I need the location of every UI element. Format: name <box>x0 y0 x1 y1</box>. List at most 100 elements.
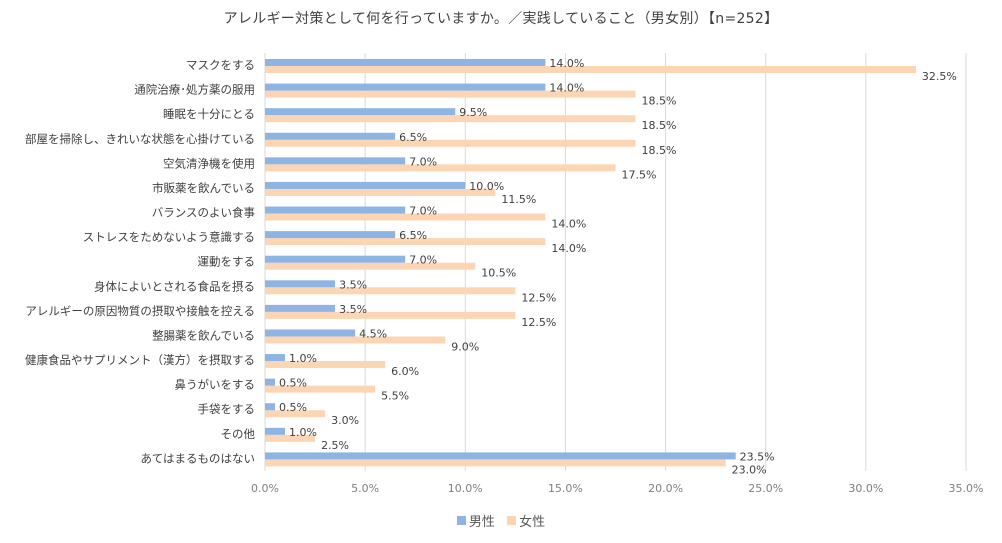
bar-male <box>265 378 276 386</box>
bar-male <box>265 132 396 140</box>
data-label-male: 3.5% <box>339 303 367 316</box>
bar-female <box>265 311 516 319</box>
data-label-female: 14.0% <box>551 242 586 255</box>
x-tick-label: 5.0% <box>351 482 379 495</box>
data-label-male: 0.5% <box>279 377 307 390</box>
x-tick-label: 0.0% <box>251 482 279 495</box>
category-label: 通院治療･処方薬の服用 <box>134 83 255 97</box>
bar-female <box>265 385 376 393</box>
bar-female <box>265 361 386 369</box>
category-label: 部屋を掃除し、きれいな状態を心掛けている <box>25 132 255 146</box>
legend-swatch-male <box>456 516 466 525</box>
bar-male <box>265 329 356 337</box>
category-label: 健康食品やサプリメント（漢方）を摂取する <box>25 353 255 367</box>
data-label-male: 7.0% <box>409 254 437 267</box>
data-label-male: 9.5% <box>459 106 487 119</box>
bar-male <box>265 280 336 288</box>
bar-male <box>265 231 396 239</box>
bar-female <box>265 66 916 73</box>
data-label-male: 4.5% <box>359 327 387 340</box>
data-label-male: 3.5% <box>339 278 367 291</box>
bar-male <box>265 206 406 214</box>
data-label-male: 14.0% <box>549 82 584 95</box>
category-label: ストレスをためないよう意識する <box>83 230 255 244</box>
category-label: 身体によいとされる食品を摂る <box>94 279 255 293</box>
data-label-male: 1.0% <box>289 426 317 439</box>
legend: 男性 女性 <box>0 511 1002 530</box>
legend-label-female: 女性 <box>519 515 546 530</box>
category-label: マスクをする <box>186 58 255 72</box>
x-tick-label: 10.0% <box>448 482 483 495</box>
bar-female <box>265 238 546 246</box>
bar-male <box>265 255 406 263</box>
bar-female <box>265 90 636 98</box>
data-label-male: 6.5% <box>399 131 427 144</box>
bar-male <box>265 108 456 116</box>
bar-male <box>265 403 276 411</box>
category-label: アレルギーの原因物質の摂取や接触を控える <box>25 304 255 318</box>
bar-female <box>265 459 726 467</box>
data-label-female: 6.0% <box>391 365 419 378</box>
data-label-female: 3.0% <box>331 414 359 427</box>
data-label-male: 7.0% <box>409 205 437 218</box>
bar-male <box>265 452 736 460</box>
category-label: 手袋をする <box>198 402 256 416</box>
bar-female <box>265 336 446 344</box>
category-label: その他 <box>221 427 256 441</box>
data-label-female: 18.5% <box>642 95 677 108</box>
category-label: あてはまるものはない <box>140 451 255 465</box>
bar-male <box>265 157 406 165</box>
bar-female <box>265 213 546 221</box>
x-tick-label: 35.0% <box>949 482 984 495</box>
bar-male <box>265 59 546 66</box>
data-label-female: 5.5% <box>381 390 409 403</box>
data-label-male: 23.5% <box>740 450 775 463</box>
bar-male <box>265 354 286 362</box>
data-label-male: 14.0% <box>549 57 584 70</box>
bar-female <box>265 139 636 147</box>
bar-female <box>265 262 476 270</box>
category-label: 市販薬を飲んでいる <box>152 181 255 195</box>
data-label-female: 23.0% <box>732 463 767 476</box>
category-label: 空気清浄機を使用 <box>163 156 255 170</box>
x-tick-label: 20.0% <box>648 482 683 495</box>
x-tick-label: 15.0% <box>548 482 583 495</box>
data-label-female: 11.5% <box>501 193 536 206</box>
data-label-female: 10.5% <box>481 267 516 280</box>
bar-male <box>265 427 286 435</box>
data-label-female: 18.5% <box>642 119 677 132</box>
bar-female <box>265 287 516 295</box>
bar-chart: 0.0% 5.0% 10.0% 15.0% 20.0% 25.0% 30.0% 35.0% マス… <box>25 53 984 495</box>
category-label: 運動をする <box>198 255 256 269</box>
category-label: 整腸薬を飲んでいる <box>152 328 255 342</box>
data-label-female: 2.5% <box>321 439 349 452</box>
legend-label-male: 男性 <box>468 515 495 530</box>
data-label-female: 18.5% <box>642 144 677 157</box>
category-label: 鼻うがいをする <box>175 378 256 392</box>
bar-female <box>265 164 616 172</box>
data-label-female: 9.0% <box>451 340 479 353</box>
bar-male <box>265 83 546 91</box>
data-label-female: 17.5% <box>622 168 657 181</box>
category-label: バランスのよい食事 <box>152 206 255 220</box>
data-label-female: 12.5% <box>521 316 556 329</box>
data-label-female: 32.5% <box>922 70 957 83</box>
chart-title: アレルギー対策として何を行っていますか。／実践していること（男女別）【n=252… <box>223 11 779 27</box>
category-label: 睡眠を十分にとる <box>163 107 255 121</box>
x-tick-label: 25.0% <box>748 482 783 495</box>
bar-male <box>265 181 466 189</box>
legend-swatch-female <box>507 516 517 525</box>
legend-item-male: 男性 <box>456 511 495 530</box>
bar-female <box>265 410 326 418</box>
bar-male <box>265 304 336 312</box>
bar-female <box>265 188 496 196</box>
data-label-male: 10.0% <box>469 180 504 193</box>
data-label-female: 12.5% <box>521 291 556 304</box>
data-label-female: 14.0% <box>551 218 586 231</box>
x-tick-label: 30.0% <box>848 482 883 495</box>
bar-female <box>265 434 316 442</box>
bar-female <box>265 115 636 123</box>
data-label-male: 7.0% <box>409 155 437 168</box>
legend-item-female: 女性 <box>507 511 545 530</box>
data-label-male: 1.0% <box>289 352 317 365</box>
